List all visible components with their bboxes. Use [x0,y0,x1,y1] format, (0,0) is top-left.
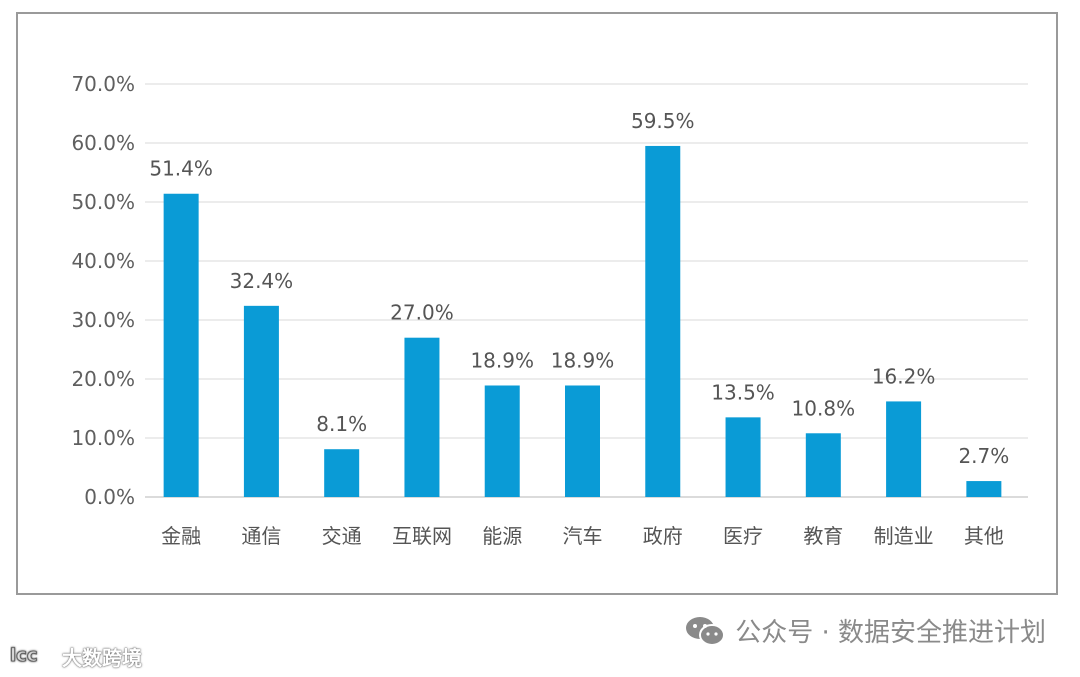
x-category-label: 其他 [964,524,1004,548]
watermark: lcc 大数跨境 [10,642,142,671]
wechat-icon [685,615,726,647]
data-label: 18.9% [551,348,615,372]
y-tick-label: 0.0% [84,485,135,509]
data-labels: 51.4% 32.4% 8.1% 27.0% 18.9% 18.9% 59.5% 13.5% 1… [149,109,1009,468]
bar [565,385,600,497]
x-category-label: 医疗 [723,524,763,548]
data-label: 16.2% [872,364,936,388]
bar [163,193,199,498]
y-tick-label: 20.0% [71,367,135,391]
footer-source-text: 公众号 · 数据安全推进计划 [735,618,1046,648]
bar [243,305,279,497]
data-label: 13.5% [711,380,775,404]
y-tick-label: 70.0% [71,72,135,96]
bar [645,145,681,497]
data-label: 2.7% [958,444,1009,468]
x-category-label: 金融 [161,524,201,548]
y-tick-label: 10.0% [71,426,135,450]
y-tick-label: 30.0% [71,308,135,332]
x-axis-categories: 金融 通信 交通 互联网 能源 汽车 政府 医疗 教育 制造业 其他 [161,524,1004,548]
y-axis-ticks: 0.0% 10.0% 20.0% 30.0% 40.0% 50.0% 60.0% 70.0% [71,72,135,509]
bars [163,145,1002,498]
x-category-label: 能源 [482,524,522,548]
x-category-label: 教育 [803,524,843,548]
bar [886,401,922,497]
watermark-text: 大数跨境 [62,646,142,670]
data-label: 27.0% [390,301,454,325]
data-label: 51.4% [149,157,213,181]
bar [484,385,520,497]
bar [805,433,841,497]
bar [324,449,360,497]
gridlines [145,83,1028,498]
data-label: 32.4% [230,269,294,293]
data-label: 59.5% [631,109,695,133]
x-category-label: 汽车 [563,524,603,548]
bar [404,337,440,497]
x-category-label: 制造业 [874,524,934,548]
bar [966,481,1002,497]
watermark-logo-icon: lcc [10,645,58,669]
x-category-label: 交通 [322,524,362,548]
svg-text:lcc: lcc [10,645,38,666]
footer-source: 公众号 · 数据安全推进计划 [685,612,1046,649]
x-category-label: 互联网 [392,524,452,548]
data-label: 10.8% [792,396,856,420]
x-category-label: 通信 [241,524,281,548]
data-label: 8.1% [316,412,367,436]
y-tick-label: 40.0% [71,249,135,273]
y-tick-label: 60.0% [71,131,135,155]
x-category-label: 政府 [643,524,683,548]
y-tick-label: 50.0% [71,190,135,214]
bar [725,417,761,497]
data-label: 18.9% [470,348,534,372]
